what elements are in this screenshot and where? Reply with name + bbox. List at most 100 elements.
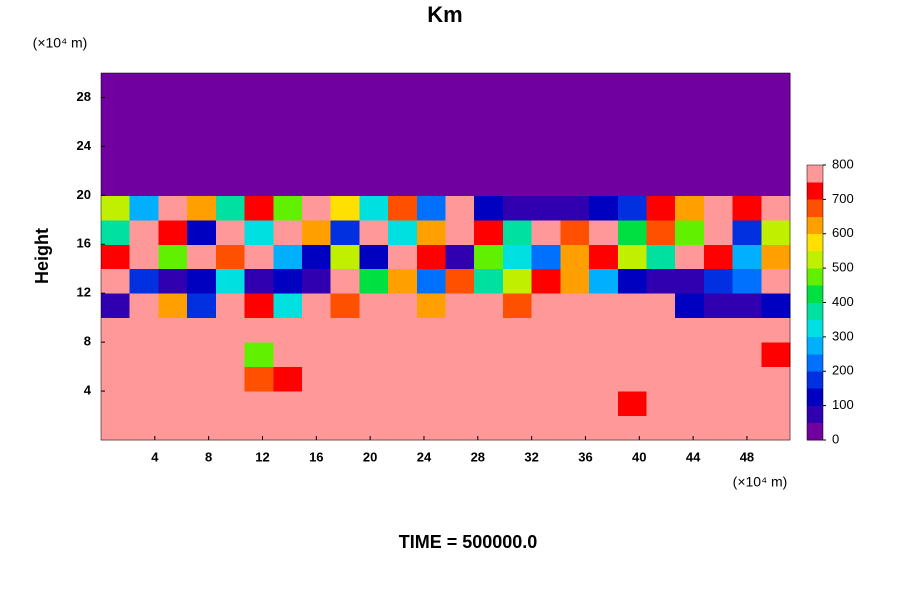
heat-cell: [445, 219, 475, 245]
heat-cell: [244, 97, 274, 123]
heat-cell: [215, 415, 246, 441]
heat-cell: [416, 195, 446, 221]
heat-cell: [445, 195, 475, 221]
heat-cell: [675, 121, 705, 147]
heat-cell: [675, 317, 705, 343]
heat-cell: [101, 317, 131, 343]
heat-cell: [244, 146, 274, 172]
heat-cell: [474, 366, 504, 392]
heat-cell: [273, 219, 303, 245]
heat-cell: [531, 73, 561, 98]
heat-cell: [101, 170, 131, 196]
heat-cell: [589, 195, 619, 221]
heat-cell: [330, 97, 360, 123]
heat-cell: [445, 342, 475, 368]
heat-cell: [158, 244, 188, 270]
heat-cell: [330, 391, 360, 417]
heat-cell: [129, 317, 159, 343]
heat-cell: [158, 342, 188, 368]
heat-cell: [703, 195, 734, 221]
heat-cell: [474, 73, 504, 98]
heat-cell: [589, 244, 619, 270]
heat-cell: [101, 121, 131, 147]
heat-cell: [445, 415, 475, 441]
heat-cell: [301, 293, 332, 319]
heat-cell: [560, 219, 590, 245]
x-tick-label: 28: [471, 449, 485, 464]
colorbar-tick-label: 200: [832, 363, 854, 378]
heat-cell: [732, 268, 762, 294]
heat-cell: [158, 170, 188, 196]
heat-cell: [675, 366, 705, 392]
colorbar-tick-label: 800: [832, 156, 854, 171]
colorbar-tick-label: 600: [832, 225, 854, 240]
heat-cell: [502, 73, 533, 98]
heat-cell: [560, 244, 590, 270]
heat-cell: [445, 121, 475, 147]
heat-cell: [617, 391, 647, 417]
heat-cell: [474, 170, 504, 196]
heat-cell: [416, 293, 446, 319]
heat-cell: [101, 219, 131, 245]
heat-cell: [445, 391, 475, 417]
heat-cell: [330, 195, 360, 221]
x-tick-label: 36: [578, 449, 592, 464]
heat-cell: [244, 268, 274, 294]
heat-cell: [388, 97, 418, 123]
heat-cell: [215, 97, 246, 123]
colorbar-band: [807, 336, 823, 355]
colorbar-band: [807, 354, 823, 372]
heat-cell: [675, 342, 705, 368]
heat-cell: [617, 415, 647, 441]
heat-cell: [273, 366, 303, 392]
heat-cell: [273, 342, 303, 368]
heat-cell: [474, 97, 504, 123]
colorbar-band: [807, 268, 823, 286]
heat-cell: [502, 146, 533, 172]
heat-cell: [359, 366, 389, 392]
heat-cell: [301, 219, 332, 245]
heat-cell: [273, 97, 303, 123]
heat-cell: [531, 244, 561, 270]
heat-cell: [502, 121, 533, 147]
heat-cell: [617, 268, 647, 294]
heat-cell: [301, 73, 332, 98]
heat-cell: [761, 121, 791, 147]
plot-frame: [100, 72, 791, 441]
heat-cell: [158, 268, 188, 294]
heat-cell: [330, 121, 360, 147]
heat-cell: [675, 391, 705, 417]
heat-cell: [589, 317, 619, 343]
heat-cell: [101, 293, 131, 319]
heat-cell: [359, 244, 389, 270]
heat-cell: [388, 317, 418, 343]
heat-cell: [617, 170, 647, 196]
x-tick-label: 44: [686, 449, 701, 464]
y-tick-label: 20: [77, 187, 91, 202]
y-axis-label: Height: [32, 228, 52, 284]
heat-cell: [101, 342, 131, 368]
heat-cell: [474, 268, 504, 294]
heat-cell: [187, 170, 217, 196]
heat-cell: [675, 244, 705, 270]
heat-cell: [129, 391, 159, 417]
heat-cell: [158, 146, 188, 172]
heat-cell: [101, 97, 131, 123]
heat-cell: [416, 342, 446, 368]
colorbar-tick-label: 0: [832, 431, 839, 446]
colorbar-band: [807, 233, 823, 252]
heat-cell: [273, 244, 303, 270]
x-tick-label: 20: [363, 449, 377, 464]
heat-cell: [187, 415, 217, 441]
heat-cell: [330, 146, 360, 172]
heat-cell: [675, 268, 705, 294]
heat-cell: [388, 121, 418, 147]
heat-cell: [187, 317, 217, 343]
heat-cell: [244, 170, 274, 196]
heat-cell: [560, 146, 590, 172]
heat-cell: [703, 170, 734, 196]
colorbar-band: [807, 285, 823, 303]
heat-cell: [129, 342, 159, 368]
heat-cell: [703, 317, 734, 343]
y-tick-label: 8: [84, 334, 91, 349]
